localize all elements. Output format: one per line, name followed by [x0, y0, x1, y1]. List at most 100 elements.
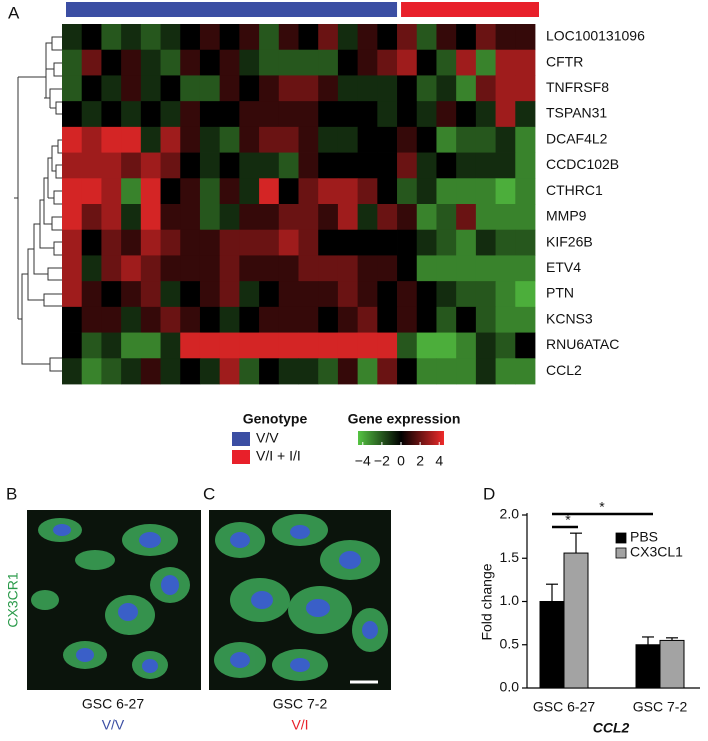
heatmap-cell: [180, 49, 201, 76]
legend-label: V/V: [256, 430, 279, 446]
heatmap-cell: [397, 306, 418, 333]
heatmap-cell: [62, 358, 83, 385]
heatmap-cell: [377, 178, 398, 205]
heatmap-cell: [160, 75, 181, 102]
heatmap-cell: [416, 306, 437, 333]
heatmap-cell: [318, 75, 339, 102]
heatmap-cell: [259, 49, 280, 76]
heatmap-cell: [416, 101, 437, 128]
colorbar-tick-label: 0: [397, 453, 405, 469]
heatmap-cell: [121, 101, 142, 128]
heatmap-cell: [219, 49, 240, 76]
heatmap-cell: [259, 358, 280, 385]
heatmap-cell: [239, 306, 260, 333]
heatmap-cell: [456, 358, 477, 385]
heatmap-cell: [337, 101, 359, 128]
heatmap-cell: [180, 101, 201, 128]
heatmap-cell: [239, 101, 260, 128]
heatmap-cell: [475, 255, 496, 282]
heatmap-cell: [199, 281, 221, 308]
legend-swatch: [232, 432, 250, 446]
heatmap-cell: [495, 178, 516, 205]
heatmap-cell: [219, 75, 240, 102]
heatmap-cell: [397, 281, 418, 308]
cell-line: GSC 7-2: [273, 696, 328, 712]
heatmap-cell: [219, 24, 240, 51]
heatmap-cell: [259, 306, 280, 333]
y-tick-label: 1.5: [500, 549, 520, 565]
heatmap-cell: [239, 178, 260, 205]
heatmap-cell: [278, 49, 299, 76]
heatmap-cell: [298, 358, 319, 385]
heatmap-cell: [357, 229, 378, 256]
heatmap-cell: [121, 152, 142, 179]
heatmap-cell: [475, 152, 496, 179]
heatmap-cell: [377, 152, 398, 179]
heatmap-cell: [377, 204, 398, 231]
heatmap-cell: [160, 229, 181, 256]
heatmap-cell: [140, 306, 161, 333]
heatmap-cell: [495, 204, 516, 231]
group-bar: [401, 2, 539, 17]
heatmap-cell: [239, 24, 260, 51]
row-label: CTHRC1: [546, 182, 603, 198]
heatmap-cell: [456, 152, 477, 179]
heatmap-cell: [397, 101, 418, 128]
bar: [539, 601, 565, 689]
heatmap-cell: [397, 49, 418, 76]
heatmap-cell: [436, 24, 457, 51]
legend-swatch: [615, 547, 627, 559]
heatmap-cell: [160, 281, 181, 308]
heatmap-cell: [416, 152, 437, 179]
heatmap-cell: [318, 24, 339, 51]
heatmap-cell: [357, 75, 378, 102]
heatmap-cell: [101, 126, 122, 153]
heatmap-cell: [121, 358, 142, 385]
heatmap-cell: [140, 229, 161, 256]
legend-title: Genotype: [243, 411, 308, 427]
y-tick-label: 0.5: [500, 635, 520, 651]
row-label: TNFRSF8: [546, 79, 609, 95]
legend-label: V/I + I/I: [256, 448, 301, 464]
heatmap-cell: [298, 332, 319, 359]
heatmap-cell: [180, 229, 201, 256]
heatmap-cell: [160, 306, 181, 333]
heatmap-cell: [160, 358, 181, 385]
heatmap-cell: [199, 152, 221, 179]
heatmap-cell: [475, 178, 496, 205]
heatmap-cell: [160, 101, 181, 128]
heatmap-cell: [318, 49, 339, 76]
heatmap-cell: [397, 255, 418, 282]
panel-label: C: [203, 484, 215, 503]
heatmap-cell: [337, 24, 359, 51]
heatmap-cell: [199, 101, 221, 128]
heatmap-cell: [199, 358, 221, 385]
heatmap-cell: [160, 255, 181, 282]
heatmap-cell: [475, 49, 496, 76]
heatmap-cell: [515, 101, 536, 128]
heatmap-cell: [278, 24, 299, 51]
heatmap-cell: [278, 152, 299, 179]
heatmap-cell: [160, 24, 181, 51]
heatmap-cell: [495, 75, 516, 102]
heatmap-cell: [219, 204, 240, 231]
heatmap-cell: [456, 306, 477, 333]
row-label: RNU6ATAC: [546, 336, 619, 352]
heatmap-cell: [495, 24, 516, 51]
heatmap-cell: [357, 24, 378, 51]
heatmap-cell: [337, 204, 359, 231]
heatmap-cell: [318, 281, 339, 308]
group-bar: [66, 2, 398, 17]
heatmap-cell: [62, 204, 83, 231]
heatmap-cell: [515, 306, 536, 333]
heatmap-cell: [81, 101, 102, 128]
heatmap-cell: [416, 255, 437, 282]
heatmap-cell: [456, 101, 477, 128]
heatmap-cell: [239, 229, 260, 256]
heatmap-cell: [377, 332, 398, 359]
heatmap-cell: [318, 152, 339, 179]
heatmap-cell: [199, 49, 221, 76]
heatmap-cell: [101, 332, 122, 359]
heatmap-cell: [101, 101, 122, 128]
heatmap-cell: [239, 75, 260, 102]
